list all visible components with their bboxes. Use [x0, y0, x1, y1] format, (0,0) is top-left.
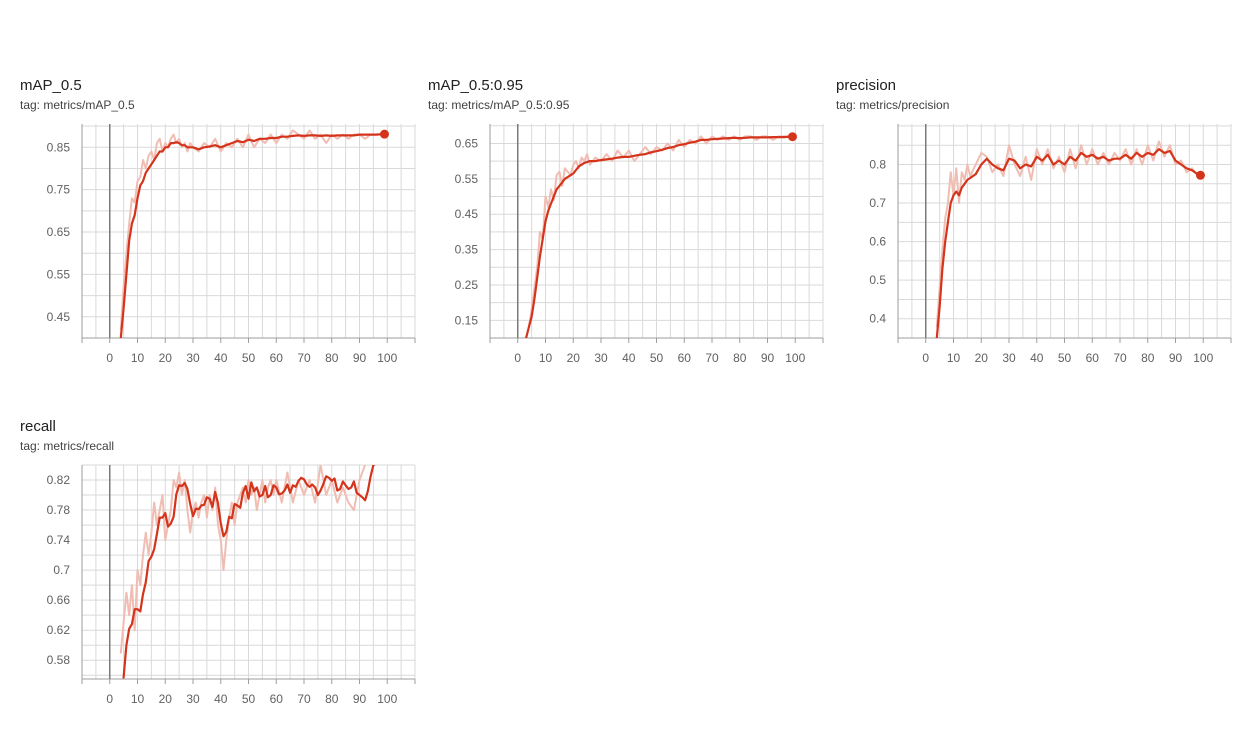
chart-tag: tag: metrics/mAP_0.5:0.95: [428, 98, 570, 112]
x-tick-label: 80: [325, 351, 339, 365]
series-line-raw: [935, 140, 1202, 328]
x-tick-label: 30: [186, 351, 200, 365]
y-tick-label: 0.7: [869, 196, 886, 210]
x-tick-label: 10: [131, 692, 145, 706]
x-tick-label: 20: [159, 692, 173, 706]
x-tick-label: 20: [567, 351, 581, 365]
series-line-smoothed: [524, 135, 794, 338]
x-tick-label: 20: [975, 351, 989, 365]
chart-tag: tag: metrics/precision: [836, 98, 950, 112]
y-tick-label: 0.7: [53, 563, 70, 577]
y-tick-label: 0.4: [869, 312, 886, 326]
x-tick-label: 90: [1169, 351, 1183, 365]
x-tick-label: 100: [377, 692, 397, 706]
chart-card-map-05: mAP_0.5 tag: metrics/mAP_0.5 0.45 0.55 0.6…: [20, 77, 420, 387]
x-tick-label: 100: [785, 351, 805, 365]
x-tick-label: 80: [1141, 351, 1155, 365]
x-tick-label: 40: [214, 692, 228, 706]
x-tick-label: 90: [761, 351, 775, 365]
x-tick-label: 30: [1002, 351, 1016, 365]
series-end-marker: [1195, 170, 1205, 180]
y-tick-label: 0.85: [47, 140, 71, 154]
y-tick-label: 0.78: [47, 503, 71, 517]
y-tick-label: 0.8: [869, 157, 886, 171]
x-tick-label: 80: [733, 351, 747, 365]
y-tick-label: 0.15: [455, 313, 479, 327]
x-tick-label: 90: [353, 351, 367, 365]
grid-lines: [81, 124, 416, 338]
x-tick-label: 40: [1030, 351, 1044, 365]
x-tick-label: 0: [106, 692, 113, 706]
y-tick-label: 0.45: [455, 207, 479, 221]
x-tick-label: 70: [1113, 351, 1127, 365]
x-tick-label: 50: [650, 351, 664, 365]
x-tick-label: 40: [622, 351, 636, 365]
y-tick-label: 0.55: [455, 172, 479, 186]
series-line-smoothed: [122, 465, 376, 679]
x-tick-label: 90: [353, 692, 367, 706]
grid-lines: [897, 124, 1232, 339]
line-chart-map-05-095[interactable]: 0.15 0.25 0.35 0.45 0.55 0.65 0 10 20 30 40 50 60 70 8…: [428, 77, 828, 387]
x-tick-label: 100: [1193, 351, 1213, 365]
x-tick-label: 100: [377, 351, 397, 365]
series-line-smoothed: [119, 133, 386, 338]
y-tick-label: 0.74: [47, 533, 71, 547]
x-tick-label: 0: [922, 351, 929, 365]
x-tick-label: 70: [297, 351, 311, 365]
x-tick-label: 10: [131, 351, 145, 365]
x-tick-label: 0: [106, 351, 113, 365]
x-tick-label: 60: [270, 692, 284, 706]
plot-area: [119, 465, 376, 679]
series-end-marker: [787, 132, 797, 142]
y-tick-label: 0.6: [869, 235, 886, 249]
series-end-marker: [379, 129, 389, 139]
x-tick-label: 50: [242, 692, 256, 706]
y-tick-label: 0.5: [869, 273, 886, 287]
x-tick-label: 40: [214, 351, 228, 365]
plot-area: [119, 129, 386, 338]
y-tick-label: 0.35: [455, 243, 479, 257]
y-tick-label: 0.62: [47, 623, 71, 637]
y-tick-label: 0.65: [47, 225, 71, 239]
y-tick-label: 0.45: [47, 310, 71, 324]
x-tick-label: 60: [678, 351, 692, 365]
x-tick-label: 70: [705, 351, 719, 365]
series-line-smoothed: [935, 147, 1202, 338]
x-tick-label: 30: [186, 692, 200, 706]
x-tick-label: 50: [242, 351, 256, 365]
y-tick-label: 0.82: [47, 473, 71, 487]
x-tick-label: 10: [539, 351, 553, 365]
line-chart-recall[interactable]: 0.58 0.62 0.66 0.7 0.74 0.78 0.82 0 10 20 30 40 50 60…: [20, 418, 420, 728]
x-tick-label: 30: [594, 351, 608, 365]
x-tick-label: 50: [1058, 351, 1072, 365]
x-tick-label: 20: [159, 351, 173, 365]
y-tick-label: 0.55: [47, 267, 71, 281]
x-tick-label: 80: [325, 692, 339, 706]
y-tick-label: 0.25: [455, 278, 479, 292]
chart-title: mAP_0.5:0.95: [428, 77, 524, 94]
chart-tag: tag: metrics/mAP_0.5: [20, 98, 135, 112]
chart-card-precision: precision tag: metrics/precision 0.4 0.5 0…: [836, 77, 1236, 387]
y-tick-label: 0.75: [47, 183, 71, 197]
y-tick-label: 0.66: [47, 593, 71, 607]
y-tick-label: 0.58: [47, 653, 71, 667]
line-chart-precision[interactable]: 0.4 0.5 0.6 0.7 0.8 0 10 20 30 40 50 60 70 80 90 100: [836, 77, 1236, 387]
x-tick-label: 0: [514, 351, 521, 365]
plot-area: [935, 140, 1202, 338]
x-tick-label: 10: [947, 351, 961, 365]
chart-title: precision: [836, 77, 897, 94]
x-tick-label: 60: [1086, 351, 1100, 365]
plot-area: [524, 135, 794, 338]
chart-title: mAP_0.5: [20, 77, 82, 94]
chart-title: recall: [20, 418, 56, 435]
line-chart-map-05[interactable]: 0.45 0.55 0.65 0.75 0.85 0 10 20 30 40 50 60 70 80 90 1…: [20, 77, 420, 387]
x-tick-label: 70: [297, 692, 311, 706]
series-line-raw: [119, 129, 386, 331]
y-tick-label: 0.65: [455, 136, 479, 150]
chart-tag: tag: metrics/recall: [20, 439, 115, 453]
chart-card-recall: recall tag: metrics/recall 0.58 0.62 0.66 0…: [20, 418, 420, 728]
x-tick-label: 60: [270, 351, 284, 365]
chart-card-map-05-095: mAP_0.5:0.95 tag: metrics/mAP_0.5:0.95 0…: [428, 77, 828, 387]
